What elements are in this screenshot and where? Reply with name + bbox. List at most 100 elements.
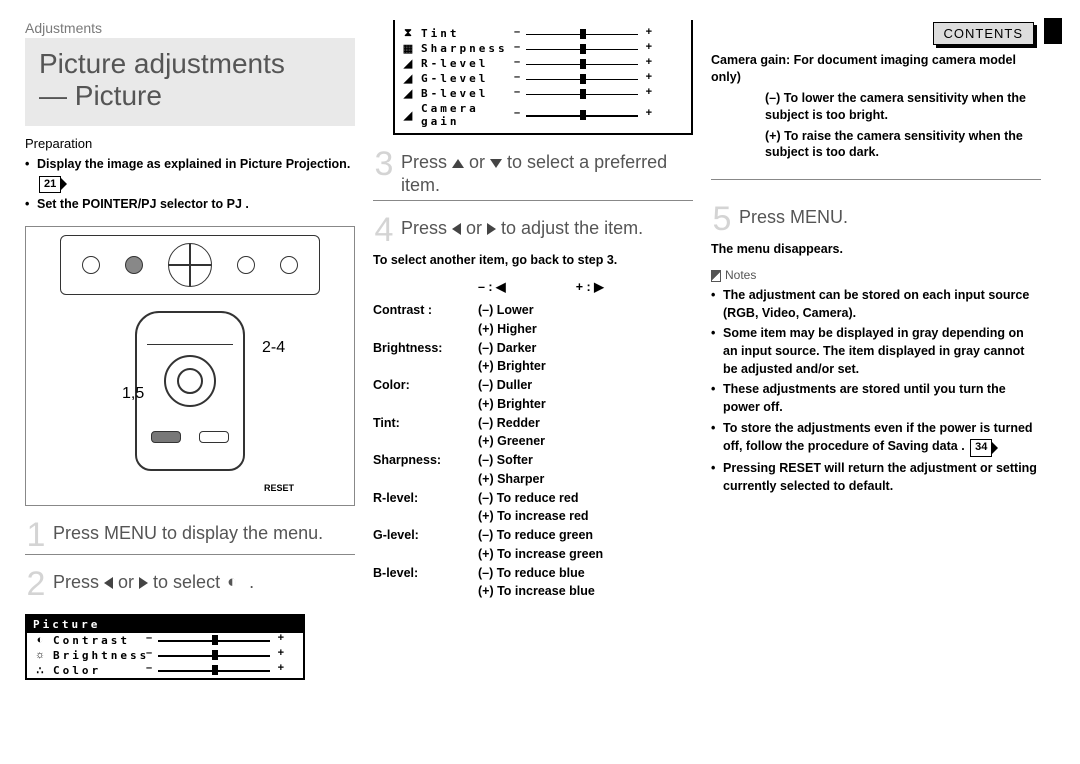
left-icon (104, 577, 113, 589)
t: Press (401, 152, 452, 172)
column-left: Adjustments Picture adjustments — Pictur… (25, 20, 355, 744)
osd-title: Picture (27, 616, 303, 633)
page: Adjustments Picture adjustments — Pictur… (0, 0, 1080, 764)
t: Press (53, 572, 104, 592)
osd-row-icon: ▦ (401, 42, 415, 55)
adjust-key: B-level: (373, 564, 478, 602)
picture-menu-icon (225, 573, 249, 593)
step-3: 3 Press or to select a preferred item. (373, 151, 693, 196)
adjust-row: R-level:(–) To reduce red(+) To increase… (373, 489, 693, 527)
adjust-key: Brightness: (373, 339, 478, 377)
step-number: 1 (25, 520, 47, 551)
step-text: Press MENU. (739, 206, 848, 229)
osd-row-icon: ◢ (401, 109, 415, 122)
step5-result: The menu disappears. (711, 241, 1041, 258)
panel-button-menu (125, 256, 143, 274)
prep-item: Set the POINTER/PJ selector to PJ . (25, 195, 355, 213)
camera-gain-heading: Camera gain: For document imaging camera… (711, 52, 1041, 86)
title-line2: — Picture (39, 80, 162, 111)
note-item: Pressing RESET will return the adjustmen… (711, 459, 1041, 495)
t: or (113, 572, 139, 592)
osd-row: ⧗ Tint (395, 26, 691, 41)
adjust-row: Sharpness:(–) Softer(+) Sharper (373, 451, 693, 489)
osd-slider (522, 29, 642, 39)
notes-icon (711, 270, 721, 282)
osd-slider (522, 89, 642, 99)
step-number: 5 (711, 204, 733, 235)
osd-row-icon: ◢ (401, 72, 415, 85)
adjust-values: (–) To reduce red(+) To increase red (478, 489, 693, 527)
substep-note: To select another item, go back to step … (373, 252, 693, 269)
step-4: 4 Press or to adjust the item. (373, 217, 693, 246)
osd-row-label: Camera gain (421, 102, 516, 128)
step-text: Press or to select . (53, 571, 254, 594)
osd-row: ∴Color (27, 663, 303, 678)
osd-row-label: G-level (421, 72, 516, 85)
osd-slider (522, 44, 642, 54)
step-2: 2 Press or to select . (25, 571, 355, 600)
osd-row-label: Brightness (53, 649, 148, 662)
notes-heading: Notes (711, 268, 1041, 282)
osd-slider (154, 635, 274, 645)
osd-slider (154, 650, 274, 660)
osd-row-label: Contrast (53, 634, 148, 647)
osd-row: ☼ Brightness (27, 648, 303, 663)
adjust-key: Contrast : (373, 301, 478, 339)
osd-row-icon: ⧗ (401, 27, 415, 40)
t: or (461, 218, 487, 238)
left-icon (452, 223, 461, 235)
remote-wheel (164, 355, 216, 407)
callout-2-4: 2-4 (262, 339, 285, 357)
step-number: 2 (25, 569, 47, 600)
note-item: To store the adjustments even if the pow… (711, 419, 1041, 457)
adjust-values: (–) To reduce green(+) To increase green (478, 526, 693, 564)
osd-row: ◢ G-level (395, 71, 691, 86)
osd-slider (522, 59, 642, 69)
adjust-key: Tint: (373, 414, 478, 452)
contents-button[interactable]: CONTENTS (933, 22, 1035, 45)
plus-header: + : ▶ (576, 278, 604, 297)
osd-row-icon: ☼ (33, 649, 47, 661)
step-number: 3 (373, 149, 395, 180)
camera-gain-minus: (–) To lower the camera sensitivity when… (711, 90, 1041, 124)
t: Press (401, 218, 452, 238)
adjust-key: G-level: (373, 526, 478, 564)
osd-row: ◐Contrast (27, 633, 303, 648)
right-icon (487, 223, 496, 235)
prep-text: Display the image as explained in Pictur… (37, 157, 350, 171)
remote-control (135, 311, 245, 471)
t: to adjust the item. (496, 218, 643, 238)
note-item: The adjustment can be stored on each inp… (711, 286, 1041, 322)
camera-gain-plus: (+) To raise the camera sensitivity when… (711, 128, 1041, 162)
osd-row-label: Tint (421, 27, 516, 40)
column-middle: ⧗Tint▦Sharpness◢R-level◢G-level◢B-level◢… (373, 20, 693, 744)
adjust-row: G-level:(–) To reduce green(+) To increa… (373, 526, 693, 564)
step-text: Press or to adjust the item. (401, 217, 643, 240)
adjust-row: B-level:(–) To reduce blue(+) To increas… (373, 564, 693, 602)
step-1: 1 Press MENU to display the menu. (25, 522, 355, 551)
notes-label: Notes (725, 268, 756, 282)
osd-row-label: Sharpness (421, 42, 516, 55)
osd-row: ◢R-level (395, 56, 691, 71)
step-text: Press MENU to display the menu. (53, 522, 323, 545)
osd-row-icon: ◢ (401, 57, 415, 70)
preparation-list: Display the image as explained in Pictur… (25, 155, 355, 215)
adjust-values: (–) Lower(+) Higher (478, 301, 693, 339)
osd-menu-picture: Picture ◐Contrast☼ Brightness∴Color (25, 614, 305, 680)
callout-1-5: 1,5 (122, 385, 144, 403)
adjust-values: (–) To reduce blue(+) To increase blue (478, 564, 693, 602)
adjust-row: Color:(–) Duller(+) Brighter (373, 376, 693, 414)
column-right: Camera gain: For document imaging camera… (711, 20, 1041, 744)
step-number: 4 (373, 215, 395, 246)
panel-button (82, 256, 100, 274)
t: or (464, 152, 490, 172)
osd-row: ◢B-level (395, 86, 691, 101)
adjust-row: Tint:(–) Redder(+) Greener (373, 414, 693, 452)
step-text: Press or to select a preferred item. (401, 151, 693, 196)
step-5: 5 Press MENU. (711, 206, 1041, 235)
minus-header: – : ◀ (478, 278, 506, 297)
osd-slider (522, 74, 642, 84)
osd-row: ◢ Camera gain (395, 101, 691, 129)
title-card: Picture adjustments — Picture (25, 38, 355, 126)
adjust-row: Contrast :(–) Lower(+) Higher (373, 301, 693, 339)
